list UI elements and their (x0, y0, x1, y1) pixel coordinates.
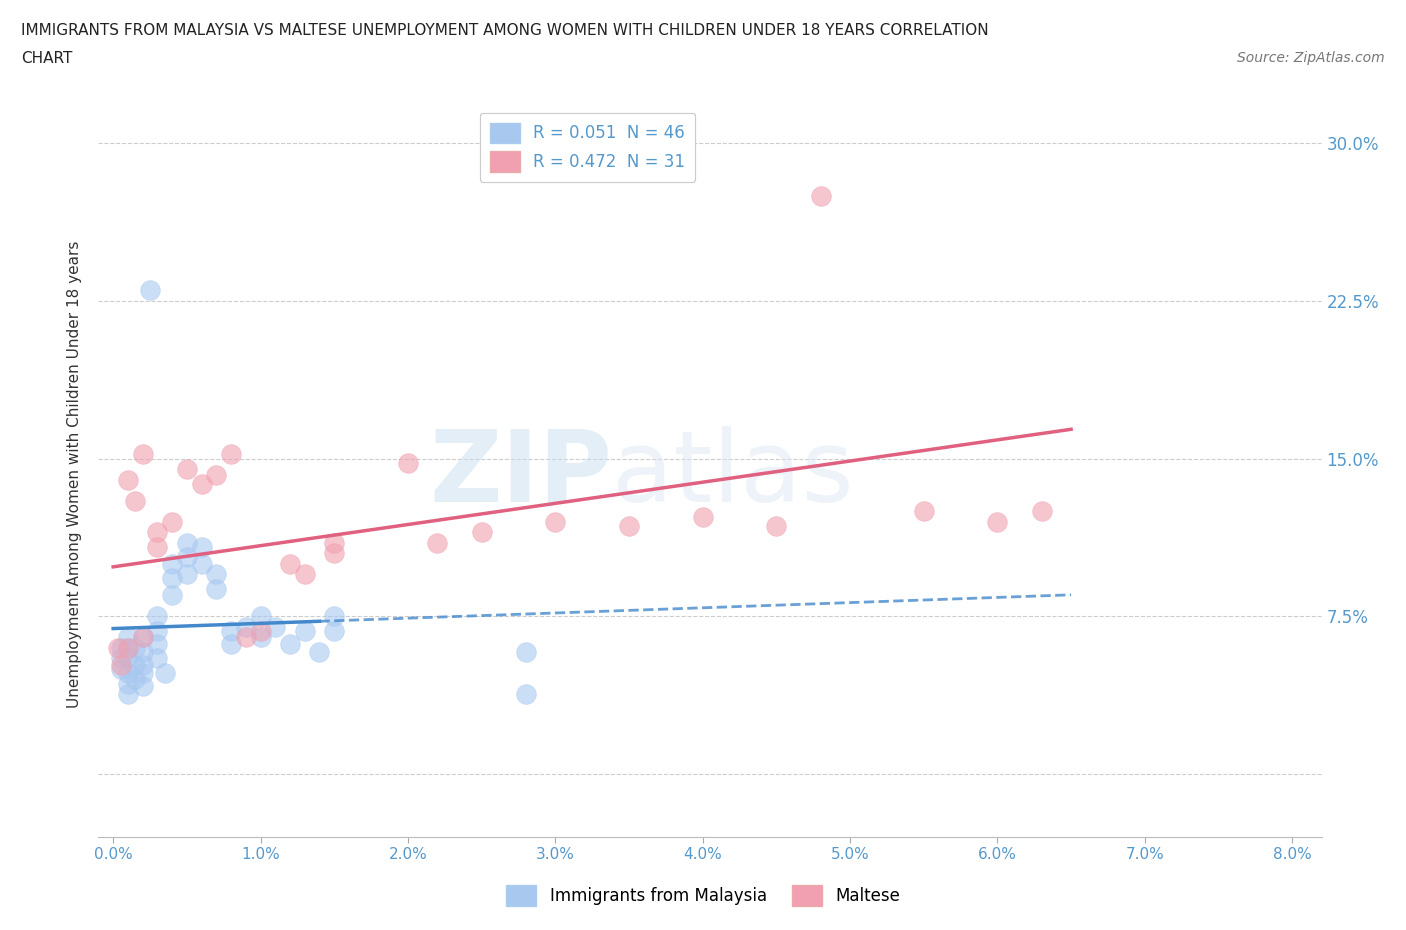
Text: Source: ZipAtlas.com: Source: ZipAtlas.com (1237, 51, 1385, 65)
Point (160, 514, 183, 529)
Point (176, 550, 198, 565)
Point (249, 609, 271, 624)
Point (176, 566, 198, 581)
Point (117, 641, 139, 656)
Point (249, 623, 271, 638)
Point (205, 581, 228, 596)
Text: IMMIGRANTS FROM MALAYSIA VS MALTESE UNEMPLOYMENT AMONG WOMEN WITH CHILDREN UNDER: IMMIGRANTS FROM MALAYSIA VS MALTESE UNEM… (21, 23, 988, 38)
Point (471, 525, 494, 539)
Point (235, 619, 257, 634)
Point (692, 510, 714, 525)
Point (190, 476, 212, 491)
Point (1031, 504, 1053, 519)
Legend: R = 0.051  N = 46, R = 0.472  N = 31: R = 0.051 N = 46, R = 0.472 N = 31 (479, 113, 696, 181)
Point (124, 641, 146, 656)
Point (986, 514, 1008, 529)
Point (617, 518, 640, 533)
Point (219, 447, 242, 462)
Legend: Immigrants from Malaysia, Maltese: Immigrants from Malaysia, Maltese (499, 879, 907, 912)
Point (190, 556, 212, 571)
Point (249, 630, 271, 644)
Point (810, 188, 832, 203)
Point (426, 535, 449, 550)
Point (294, 623, 316, 638)
Point (124, 493, 146, 508)
Point (146, 539, 169, 554)
Point (117, 666, 139, 681)
Point (131, 630, 153, 644)
Text: atlas: atlas (612, 426, 853, 523)
Point (205, 468, 228, 483)
Point (124, 658, 146, 672)
Point (765, 518, 787, 533)
Point (323, 546, 346, 561)
Point (110, 641, 132, 656)
Point (131, 666, 153, 681)
Point (396, 456, 419, 471)
Point (176, 535, 198, 550)
Point (146, 636, 169, 651)
Point (160, 571, 183, 586)
Point (131, 630, 153, 644)
Point (139, 283, 162, 298)
Point (153, 666, 176, 681)
Point (323, 609, 346, 624)
Point (912, 504, 935, 519)
Point (278, 556, 301, 571)
Point (131, 658, 153, 672)
Point (124, 671, 146, 686)
Point (308, 644, 330, 659)
Point (117, 472, 139, 487)
Point (264, 619, 287, 634)
Point (117, 676, 139, 691)
Point (117, 641, 139, 656)
Point (146, 623, 169, 638)
Point (107, 641, 129, 656)
Point (110, 661, 132, 676)
Point (110, 658, 132, 672)
Point (117, 686, 139, 701)
Point (146, 609, 169, 624)
Point (131, 678, 153, 693)
Point (176, 461, 198, 476)
Point (146, 525, 169, 539)
Point (117, 630, 139, 644)
Point (323, 623, 346, 638)
Point (544, 514, 567, 529)
Point (278, 636, 301, 651)
Point (219, 623, 242, 638)
Point (160, 588, 183, 603)
Text: CHART: CHART (21, 51, 73, 66)
Point (110, 651, 132, 666)
Point (131, 447, 153, 462)
Point (117, 651, 139, 666)
Point (131, 644, 153, 659)
Point (323, 535, 346, 550)
Point (190, 539, 212, 554)
Text: ZIP: ZIP (429, 426, 612, 523)
Point (515, 686, 537, 701)
Point (515, 644, 537, 659)
Point (205, 566, 228, 581)
Point (294, 566, 316, 581)
Point (235, 630, 257, 644)
Point (219, 636, 242, 651)
Point (146, 651, 169, 666)
Point (160, 556, 183, 571)
Y-axis label: Unemployment Among Women with Children Under 18 years: Unemployment Among Women with Children U… (67, 241, 83, 708)
